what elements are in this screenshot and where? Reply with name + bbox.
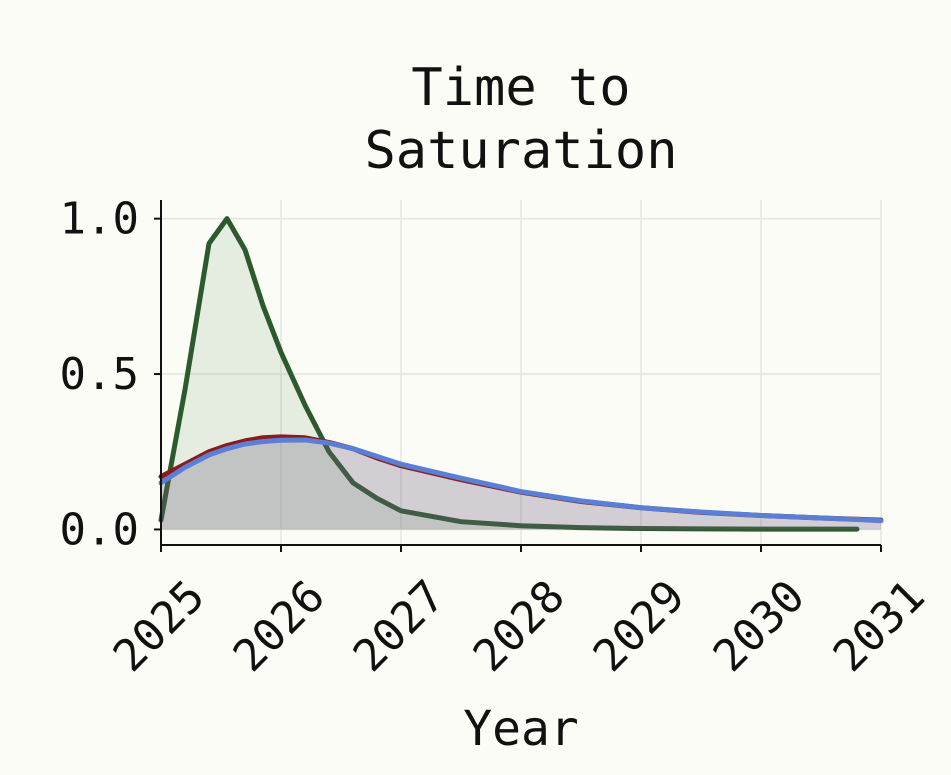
area-fill: [161, 439, 881, 530]
line: [158, 437, 884, 524]
x-tick-label: 2030: [704, 571, 815, 682]
x-axis-label: Year: [463, 701, 579, 757]
area-fill: [161, 218, 857, 530]
x-tick-label: 2028: [464, 571, 575, 682]
x-tick-label: 2027: [344, 571, 455, 682]
chart-title: Saturation: [364, 121, 677, 181]
line: [158, 216, 860, 532]
x-tick-label: 2029: [584, 571, 695, 682]
x-tick-label: 2025: [104, 571, 215, 682]
chart-title: Time to: [411, 58, 630, 118]
y-tick-label: 0.5: [60, 349, 139, 400]
y-tick-label: 0.0: [60, 504, 139, 555]
area-fill: [161, 436, 881, 530]
x-tick-label: 2026: [224, 571, 335, 682]
y-tick-label: 1.0: [60, 194, 139, 245]
x-tick-label: 2031: [824, 571, 935, 682]
